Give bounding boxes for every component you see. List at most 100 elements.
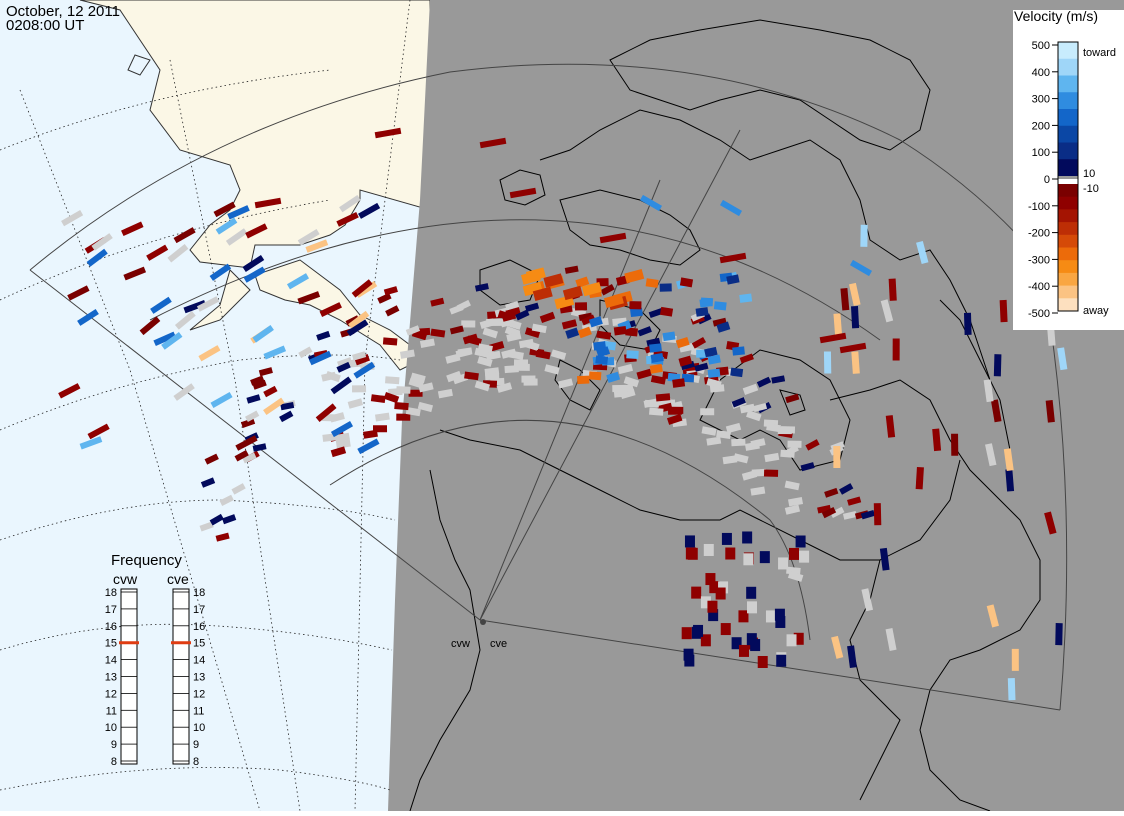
- scatter-cell: [544, 364, 560, 375]
- scatter-cell: [849, 282, 861, 306]
- scatter-cell: [330, 376, 352, 395]
- colorbar-gradient: [1058, 42, 1078, 312]
- scatter-cell: [565, 327, 580, 339]
- scatter-cell: [351, 351, 367, 361]
- scatter-cell: [731, 397, 746, 408]
- scatter-cell: [983, 379, 994, 403]
- scatter-cell: [355, 281, 378, 298]
- colorbar-tick-label: -200: [1028, 228, 1050, 240]
- scatter-cell: [479, 137, 507, 149]
- scatter-cell: [746, 410, 762, 422]
- colorbar-swatch: [1058, 247, 1078, 261]
- scatter-cell: [662, 331, 676, 342]
- scatter-cell: [830, 506, 845, 519]
- scatter-cell: [250, 375, 265, 386]
- colorbar-swatch: [1058, 222, 1078, 236]
- scatter-cell: [778, 557, 789, 570]
- frequency-level-label: 14: [193, 655, 205, 667]
- scatter-cell: [892, 338, 900, 361]
- scatter-cell: [684, 535, 695, 548]
- scatter-cell: [650, 375, 666, 385]
- scatter-cell: [574, 302, 588, 311]
- scatter-cell: [805, 439, 820, 451]
- scatter-cell: [263, 397, 285, 416]
- scatter-cell: [305, 239, 329, 253]
- scatter-cell: [1044, 511, 1057, 535]
- scatter-cell: [235, 435, 258, 451]
- scatter-cell: [719, 199, 743, 217]
- scatter-cell: [577, 326, 592, 339]
- scatter-cell: [1007, 678, 1016, 701]
- scatter-cell: [681, 627, 692, 640]
- scatter-cell: [645, 278, 659, 288]
- frequency-level-label: 17: [193, 604, 205, 616]
- scatter-cell: [410, 372, 426, 384]
- scatter-cell: [722, 455, 738, 465]
- scatter-cell: [787, 571, 804, 582]
- scatter-cell: [800, 462, 815, 472]
- scatter-cell: [679, 277, 694, 288]
- scatter-cell: [626, 350, 639, 359]
- scatter-cell: [215, 532, 230, 542]
- scatter-cell: [174, 310, 196, 330]
- scatter-cell: [501, 348, 517, 359]
- scatter-cell: [419, 338, 435, 348]
- scatter-cell: [309, 350, 332, 366]
- scatter-cell: [644, 399, 660, 408]
- scatter-cell: [849, 259, 873, 277]
- colorbar-swatch: [1058, 92, 1078, 110]
- plot-date: October, 12 2011: [6, 3, 120, 20]
- colorbar-tick-label: 100: [1032, 147, 1050, 159]
- scatter-cell: [993, 354, 1002, 377]
- scatter-cell: [561, 319, 578, 330]
- scatter-cell: [833, 313, 843, 336]
- frequency-level-label: 15: [193, 638, 205, 650]
- scatter-cell: [161, 331, 183, 350]
- scatter-cell: [625, 327, 638, 337]
- scatter-cell: [437, 388, 453, 399]
- scatter-cell: [1045, 399, 1055, 423]
- scatter-cell: [842, 511, 857, 520]
- scatter-cell: [739, 403, 755, 414]
- scatter-cell: [730, 367, 744, 378]
- scatter-cell: [915, 467, 924, 490]
- scatter-cell: [173, 383, 195, 401]
- scatter-cell: [588, 371, 602, 381]
- scatter-cell: [824, 487, 839, 498]
- colorbar-swatch: [1058, 58, 1078, 76]
- scatter-cell: [279, 410, 294, 423]
- scatter-cell: [196, 296, 220, 312]
- scatter-cell: [678, 355, 693, 367]
- frequency-radar-west-label: cvw: [113, 571, 138, 587]
- scatter-cell: [595, 355, 609, 365]
- scatter-cell: [252, 443, 267, 452]
- scatter-cell: [963, 312, 972, 335]
- scatter-cell: [543, 273, 564, 288]
- scatter-cell: [382, 337, 398, 346]
- scatter-cell: [694, 362, 709, 372]
- scatter-cell: [839, 483, 854, 495]
- scatter-cell: [374, 127, 402, 139]
- scatter-cell: [405, 325, 421, 336]
- scatter-cell: [600, 283, 615, 296]
- scatter-cell: [707, 600, 718, 613]
- scatter-cell: [461, 320, 476, 328]
- scatter-cell: [990, 399, 1002, 423]
- scatter-cell: [706, 378, 722, 389]
- scatter-cell: [731, 637, 742, 650]
- scatter-cell: [764, 452, 780, 463]
- scatter-cell: [394, 402, 409, 411]
- scatter-cell: [624, 268, 645, 284]
- frequency-scale-west: 18 17 16 15 14 13 12 11 10 9 8: [105, 587, 139, 768]
- scatter-cell: [167, 244, 189, 263]
- scatter-cell: [521, 375, 536, 383]
- scatter-cell: [659, 306, 674, 317]
- scatter-cell: [336, 211, 359, 227]
- scatter-cell: [348, 310, 370, 329]
- scatter-cell: [759, 551, 770, 564]
- scatter-cell: [606, 371, 621, 383]
- frequency-level-label: 9: [193, 739, 199, 751]
- scatter-cell: [477, 356, 493, 367]
- scatter-cell: [405, 407, 421, 417]
- scatter-cell: [221, 514, 237, 525]
